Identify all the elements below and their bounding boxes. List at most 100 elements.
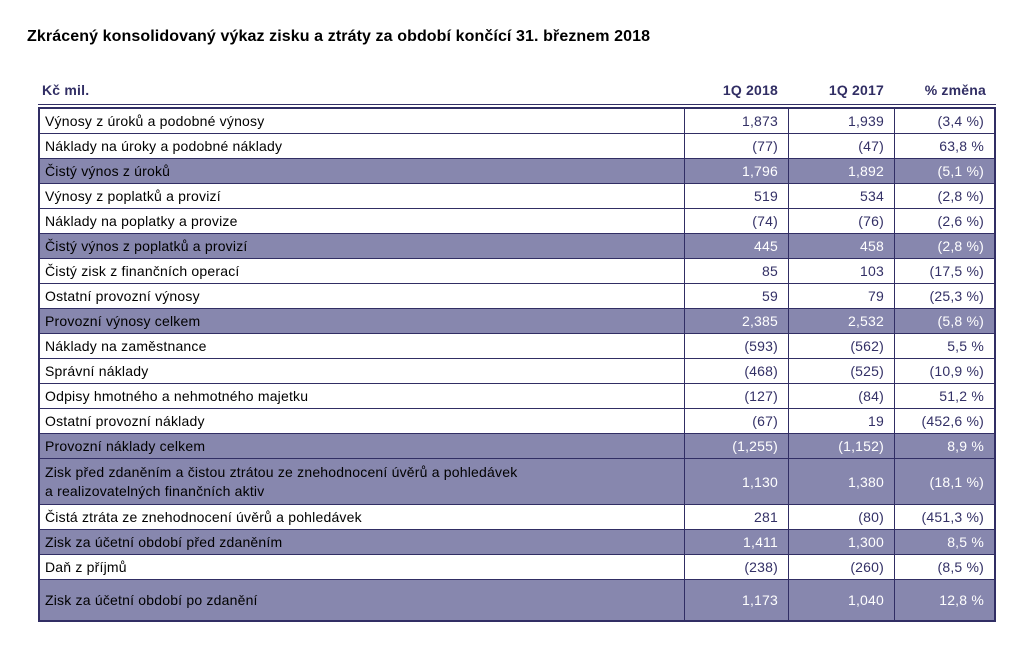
table-row-subtotal: Zisk za účetní období před zdaněním 1,41… bbox=[40, 530, 994, 555]
value-1q-2018: 85 bbox=[684, 259, 788, 283]
table-row-subtotal: Čistý výnos z poplatků a provizí 445 458… bbox=[40, 234, 994, 259]
row-label: Správní náklady bbox=[45, 362, 149, 379]
value-1q-2017: 2,532 bbox=[788, 309, 894, 333]
value-percent-change: 8,9 % bbox=[894, 434, 994, 458]
value-1q-2017: (84) bbox=[788, 384, 894, 408]
value-percent-change: 8,5 % bbox=[894, 530, 994, 554]
value-1q-2017: (1,152) bbox=[788, 434, 894, 458]
column-header-1q-2017: 1Q 2017 bbox=[828, 82, 884, 98]
row-label: Čistá ztráta ze znehodnocení úvěrů a poh… bbox=[45, 508, 362, 525]
value-1q-2017: 19 bbox=[788, 409, 894, 433]
value-1q-2018: 445 bbox=[684, 234, 788, 258]
value-1q-2017: 1,939 bbox=[788, 109, 894, 133]
value-percent-change: (5,1 %) bbox=[894, 159, 994, 183]
row-label: Čistý zisk z finančních operací bbox=[45, 262, 240, 279]
income-statement-table: Kč mil. 1Q 2018 1Q 2017 % změna Výnosy z… bbox=[38, 82, 996, 622]
value-percent-change: (17,5 %) bbox=[894, 259, 994, 283]
row-label: Daň z příjmů bbox=[45, 558, 127, 575]
row-label: Náklady na zaměstnance bbox=[45, 337, 207, 354]
value-1q-2017: 79 bbox=[788, 284, 894, 308]
table-row-subtotal: Provozní náklady celkem (1,255) (1,152) … bbox=[40, 434, 994, 459]
row-label: Provozní náklady celkem bbox=[45, 437, 206, 454]
value-1q-2017: 1,892 bbox=[788, 159, 894, 183]
value-1q-2017: (47) bbox=[788, 134, 894, 158]
value-percent-change: (8,5 %) bbox=[894, 555, 994, 579]
row-label: Zisk za účetní období před zdaněním bbox=[45, 533, 283, 550]
value-1q-2018: 1,130 bbox=[684, 459, 788, 504]
value-1q-2017: 103 bbox=[788, 259, 894, 283]
table-row: Náklady na úroky a podobné náklady (77) … bbox=[40, 134, 994, 159]
value-1q-2017: 1,300 bbox=[788, 530, 894, 554]
row-label: Zisk před zdaněním a čistou ztrátou ze z… bbox=[45, 463, 518, 499]
column-header-percent-change: % změna bbox=[924, 82, 986, 98]
value-percent-change: 12,8 % bbox=[894, 580, 994, 620]
value-1q-2018: 281 bbox=[684, 505, 788, 529]
value-1q-2018: 1,796 bbox=[684, 159, 788, 183]
table-row: Správní náklady (468) (525) (10,9 %) bbox=[40, 359, 994, 384]
value-1q-2018: (1,255) bbox=[684, 434, 788, 458]
value-percent-change: (18,1 %) bbox=[894, 459, 994, 504]
table-row: Výnosy z poplatků a provizí 519 534 (2,8… bbox=[40, 184, 994, 209]
value-1q-2017: 458 bbox=[788, 234, 894, 258]
row-label: Čistý výnos z úroků bbox=[45, 162, 171, 179]
row-label: Zisk za účetní období po zdanění bbox=[45, 591, 258, 608]
row-label: Ostatní provozní výnosy bbox=[45, 287, 200, 304]
value-1q-2018: 1,411 bbox=[684, 530, 788, 554]
table-row-total: Zisk za účetní období po zdanění 1,173 1… bbox=[40, 580, 994, 620]
value-percent-change: 63,8 % bbox=[894, 134, 994, 158]
table-body: Výnosy z úroků a podobné výnosy 1,873 1,… bbox=[38, 107, 996, 622]
value-1q-2018: (468) bbox=[684, 359, 788, 383]
value-percent-change: (452,6 %) bbox=[894, 409, 994, 433]
value-1q-2018: (74) bbox=[684, 209, 788, 233]
row-label: Ostatní provozní náklady bbox=[45, 412, 205, 429]
value-1q-2018: 59 bbox=[684, 284, 788, 308]
table-row-subtotal: Zisk před zdaněním a čistou ztrátou ze z… bbox=[40, 459, 994, 505]
value-1q-2018: 1,873 bbox=[684, 109, 788, 133]
value-percent-change: (10,9 %) bbox=[894, 359, 994, 383]
table-row: Výnosy z úroků a podobné výnosy 1,873 1,… bbox=[40, 109, 994, 134]
value-1q-2018: (77) bbox=[684, 134, 788, 158]
row-label: Výnosy z úroků a podobné výnosy bbox=[45, 112, 265, 129]
table-row: Náklady na zaměstnance (593) (562) 5,5 % bbox=[40, 334, 994, 359]
value-1q-2017: 1,040 bbox=[788, 580, 894, 620]
table-row: Ostatní provozní výnosy 59 79 (25,3 %) bbox=[40, 284, 994, 309]
value-percent-change: 5,5 % bbox=[894, 334, 994, 358]
table-row-subtotal: Provozní výnosy celkem 2,385 2,532 (5,8 … bbox=[40, 309, 994, 334]
value-percent-change: (2,8 %) bbox=[894, 184, 994, 208]
value-1q-2017: (260) bbox=[788, 555, 894, 579]
value-percent-change: (2,6 %) bbox=[894, 209, 994, 233]
table-row: Čistý zisk z finančních operací 85 103 (… bbox=[40, 259, 994, 284]
value-1q-2017: 534 bbox=[788, 184, 894, 208]
value-1q-2018: 2,385 bbox=[684, 309, 788, 333]
table-header-row: Kč mil. 1Q 2018 1Q 2017 % změna bbox=[38, 82, 996, 105]
value-1q-2017: (80) bbox=[788, 505, 894, 529]
value-percent-change: (5,8 %) bbox=[894, 309, 994, 333]
row-label: Výnosy z poplatků a provizí bbox=[45, 187, 221, 204]
value-1q-2018: (127) bbox=[684, 384, 788, 408]
value-percent-change: (2,8 %) bbox=[894, 234, 994, 258]
value-1q-2018: (593) bbox=[684, 334, 788, 358]
value-1q-2018: (67) bbox=[684, 409, 788, 433]
table-row: Odpisy hmotného a nehmotného majetku (12… bbox=[40, 384, 994, 409]
table-row: Čistá ztráta ze znehodnocení úvěrů a poh… bbox=[40, 505, 994, 530]
value-1q-2017: (562) bbox=[788, 334, 894, 358]
unit-label: Kč mil. bbox=[42, 82, 90, 98]
value-1q-2017: (525) bbox=[788, 359, 894, 383]
value-1q-2017: (76) bbox=[788, 209, 894, 233]
value-percent-change: (3,4 %) bbox=[894, 109, 994, 133]
value-1q-2018: (238) bbox=[684, 555, 788, 579]
row-label: Náklady na poplatky a provize bbox=[45, 212, 238, 229]
page-title: Zkrácený konsolidovaný výkaz zisku a ztr… bbox=[27, 28, 651, 45]
row-label: Čistý výnos z poplatků a provizí bbox=[45, 237, 248, 254]
column-header-1q-2018: 1Q 2018 bbox=[722, 82, 778, 98]
value-percent-change: (25,3 %) bbox=[894, 284, 994, 308]
row-label: Náklady na úroky a podobné náklady bbox=[45, 137, 283, 154]
row-label: Odpisy hmotného a nehmotného majetku bbox=[45, 387, 309, 404]
value-1q-2017: 1,380 bbox=[788, 459, 894, 504]
table-row: Ostatní provozní náklady (67) 19 (452,6 … bbox=[40, 409, 994, 434]
table-row: Daň z příjmů (238) (260) (8,5 %) bbox=[40, 555, 994, 580]
value-1q-2018: 519 bbox=[684, 184, 788, 208]
value-percent-change: (451,3 %) bbox=[894, 505, 994, 529]
table-row: Náklady na poplatky a provize (74) (76) … bbox=[40, 209, 994, 234]
value-percent-change: 51,2 % bbox=[894, 384, 994, 408]
